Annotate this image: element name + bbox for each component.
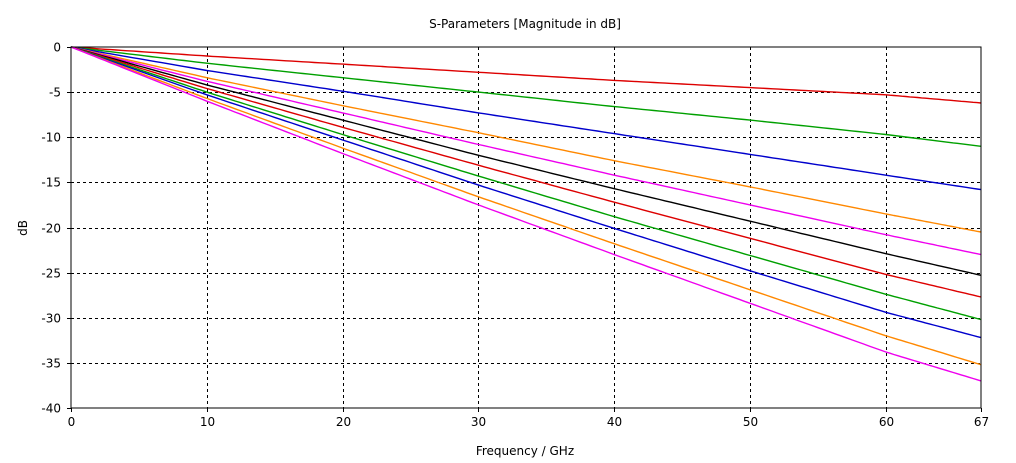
series-group [70,46,982,382]
x-tick-label: 67 [974,415,989,429]
x-tick-label: 20 [336,415,351,429]
y-tick-label: -15 [41,176,61,190]
y-tick-label: -10 [41,131,61,145]
series-line-8 [70,46,982,321]
series-line-9 [70,46,982,339]
y-tick-label: -30 [41,312,61,326]
x-axis-label: Frequency / GHz [476,444,574,458]
axis-ticks: 0 10 20 30 40 50 60 67 0 -5 -10 -15 -20 -25 -30 -35 -40 [41,41,989,430]
y-tick-label: -40 [41,402,61,416]
series-line-5 [70,46,982,256]
series-line-7 [70,46,982,298]
series-line-3 [70,46,982,191]
series-line-6 [70,46,982,276]
x-tick-label: 0 [68,415,76,429]
y-axis-label: dB [16,220,30,236]
y-tick-label: -35 [41,357,61,371]
y-tick-label: -5 [49,86,61,100]
plot-area-frame [70,46,982,409]
y-tick-label: 0 [53,41,61,55]
series-line-1 [70,46,982,104]
series-line-4 [70,46,982,233]
x-tick-label: 10 [200,415,215,429]
series-line-11 [70,46,982,382]
series-line-10 [70,46,982,366]
series-line-2 [70,46,982,147]
y-tick-label: -25 [41,267,61,281]
y-tick-label: -20 [41,222,61,236]
x-tick-label: 50 [743,415,758,429]
x-tick-label: 40 [607,415,622,429]
x-tick-label: 30 [471,415,486,429]
chart-title: S-Parameters [Magnitude in dB] [429,17,621,31]
x-tick-label: 60 [879,415,894,429]
